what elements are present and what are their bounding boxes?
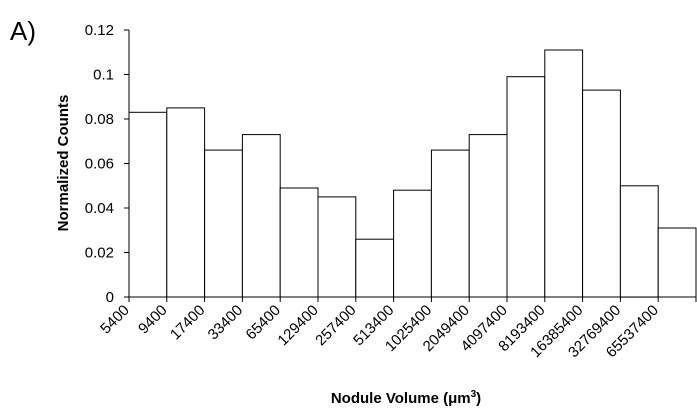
- y-tick-label: 0.02: [85, 245, 114, 262]
- x-tick-label: 17400: [167, 302, 209, 344]
- bar-9400: [166, 107, 206, 298]
- bar-33400: [241, 134, 281, 298]
- bar-257400: [355, 238, 395, 298]
- y-tick-label: 0.08: [85, 111, 114, 128]
- y-axis-title: Normalized Counts: [55, 95, 72, 232]
- y-tick-label: 0.06: [85, 156, 114, 173]
- y-tick-label: 0.12: [85, 22, 114, 39]
- panel-label: A): [10, 16, 36, 46]
- bar-129400: [317, 196, 357, 298]
- y-axis-ticks: 0 0.02 0.04 0.06 0.08 0.1 0.12: [85, 22, 129, 306]
- bar-17400: [204, 149, 243, 298]
- x-axis-ticks: 5400 940017400334006540012940025740051340…: [97, 297, 697, 361]
- x-tick-label: 5400: [97, 302, 133, 338]
- bar-8193400: [544, 49, 584, 298]
- y-tick-label: 0.04: [85, 200, 114, 217]
- x-tick-label: 129400: [274, 302, 321, 349]
- x-tick-label: 33400: [205, 302, 247, 344]
- x-axis-title-main: Nodule Volume (μm: [331, 390, 471, 407]
- y-tick-label: 0: [106, 289, 114, 306]
- x-tick-label: 257400: [312, 302, 359, 349]
- bar-65537400: [657, 227, 697, 298]
- y-tick-label: 0.1: [93, 67, 114, 84]
- x-axis-title: Nodule Volume (μm3): [331, 389, 481, 407]
- x-axis-title-suffix: ): [476, 390, 481, 407]
- bar-2049400: [468, 134, 508, 298]
- bar-16385400: [582, 89, 621, 298]
- bar-513400: [393, 189, 432, 298]
- bar-1025400: [430, 149, 470, 298]
- bar-32769400: [619, 185, 659, 298]
- bar-5400: [128, 111, 168, 298]
- bar-65400: [279, 187, 319, 298]
- bars-group: [128, 49, 697, 298]
- x-axis-title-superscript: 3: [471, 389, 477, 400]
- bar-4097400: [506, 76, 546, 298]
- x-tick-label: 9400: [135, 302, 171, 338]
